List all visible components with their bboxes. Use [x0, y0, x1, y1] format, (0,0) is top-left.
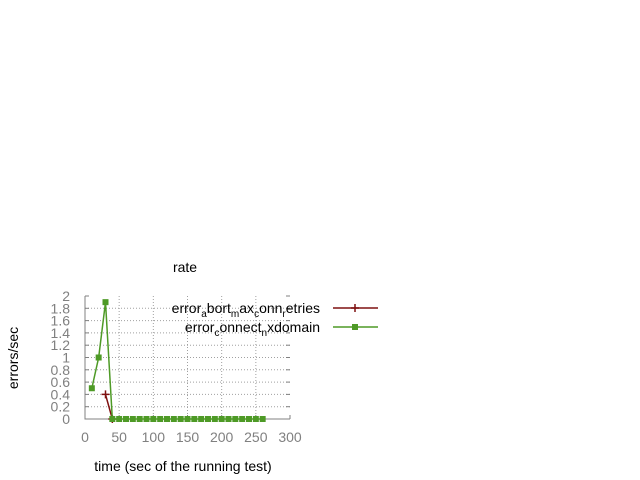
y-tick-label: 0.4: [51, 386, 71, 402]
data-point: [232, 416, 239, 422]
legend-text: etries: [286, 300, 320, 316]
x-tick-label: 250: [244, 429, 268, 445]
legend-text: onnect: [219, 319, 261, 335]
y-tick-label: 1.6: [51, 313, 71, 329]
y-tick-label: 1.2: [51, 337, 71, 353]
legend-subscript: c: [254, 309, 259, 320]
x-tick-label: 0: [81, 429, 89, 445]
legend-text: onn: [259, 300, 282, 316]
data-point: [246, 416, 252, 422]
data-point: [129, 416, 136, 422]
data-point: [164, 416, 170, 422]
legend-subscript: c: [214, 328, 219, 339]
data-point: [191, 416, 198, 422]
data-point: [177, 416, 184, 422]
y-tick-label: 0.8: [51, 362, 71, 378]
y-tick-labels: 00.20.40.60.811.21.41.61.82: [51, 288, 71, 427]
data-point: [211, 416, 218, 422]
x-tick-labels: 0 50 100 150 200 250 300: [81, 429, 302, 445]
y-tick-label: 1: [62, 350, 70, 366]
legend-label: errorconnectnxdomain: [185, 319, 320, 339]
y-tick-label: 0.2: [51, 399, 71, 415]
legend-subscript: a: [201, 309, 207, 320]
legend-text: xdomain: [267, 319, 320, 335]
x-tick-label: 50: [111, 429, 127, 445]
legend-swatch-marker: [352, 324, 358, 330]
y-tick-label: 2: [62, 288, 70, 304]
x-tick-label: 300: [278, 429, 302, 445]
data-point: [150, 416, 157, 422]
data-point: [136, 416, 143, 422]
data-point: [116, 416, 123, 422]
chart-title: rate: [173, 259, 197, 275]
legend: errorabortmaxconnretrieserrorconnectnxdo…: [172, 300, 378, 339]
data-point: [101, 390, 110, 399]
series-layer: [88, 299, 266, 423]
legend-text: ax: [239, 300, 254, 316]
y-tick-label: 0: [62, 411, 70, 427]
data-point: [170, 416, 177, 422]
data-point: [143, 416, 150, 422]
x-tick-label: 150: [176, 429, 200, 445]
data-point: [205, 416, 211, 422]
data-point: [252, 416, 259, 422]
data-point: [239, 416, 246, 422]
data-point: [102, 299, 109, 306]
y-tick-label: 1.8: [51, 300, 71, 316]
data-point: [218, 416, 225, 422]
y-axis-label: errors/sec: [5, 327, 21, 389]
data-point: [95, 354, 102, 361]
legend-text: error: [185, 319, 215, 335]
data-point: [157, 416, 164, 422]
legend-swatch-marker: [351, 304, 359, 312]
series-line: [104, 394, 114, 420]
legend-label: errorabortmaxconnretries: [172, 300, 320, 320]
x-axis-label: time (sec of the running test): [94, 458, 271, 474]
legend-subscript: n: [262, 328, 268, 339]
legend-text: error: [172, 300, 202, 316]
data-point: [109, 416, 116, 422]
data-point: [198, 416, 205, 422]
legend-text: bort: [207, 300, 231, 316]
grid-lines: [85, 296, 290, 419]
data-point: [225, 416, 232, 422]
y-tick-label: 0.6: [51, 374, 71, 390]
legend-subscript: r: [282, 309, 286, 320]
x-tick-label: 100: [142, 429, 166, 445]
data-point: [184, 416, 191, 422]
series-1: [88, 299, 266, 422]
data-point: [88, 385, 95, 392]
data-point: [259, 416, 266, 422]
data-point: [123, 416, 129, 422]
legend-subscript: m: [231, 309, 239, 320]
y-tick-label: 1.4: [51, 325, 71, 341]
x-tick-label: 200: [210, 429, 234, 445]
